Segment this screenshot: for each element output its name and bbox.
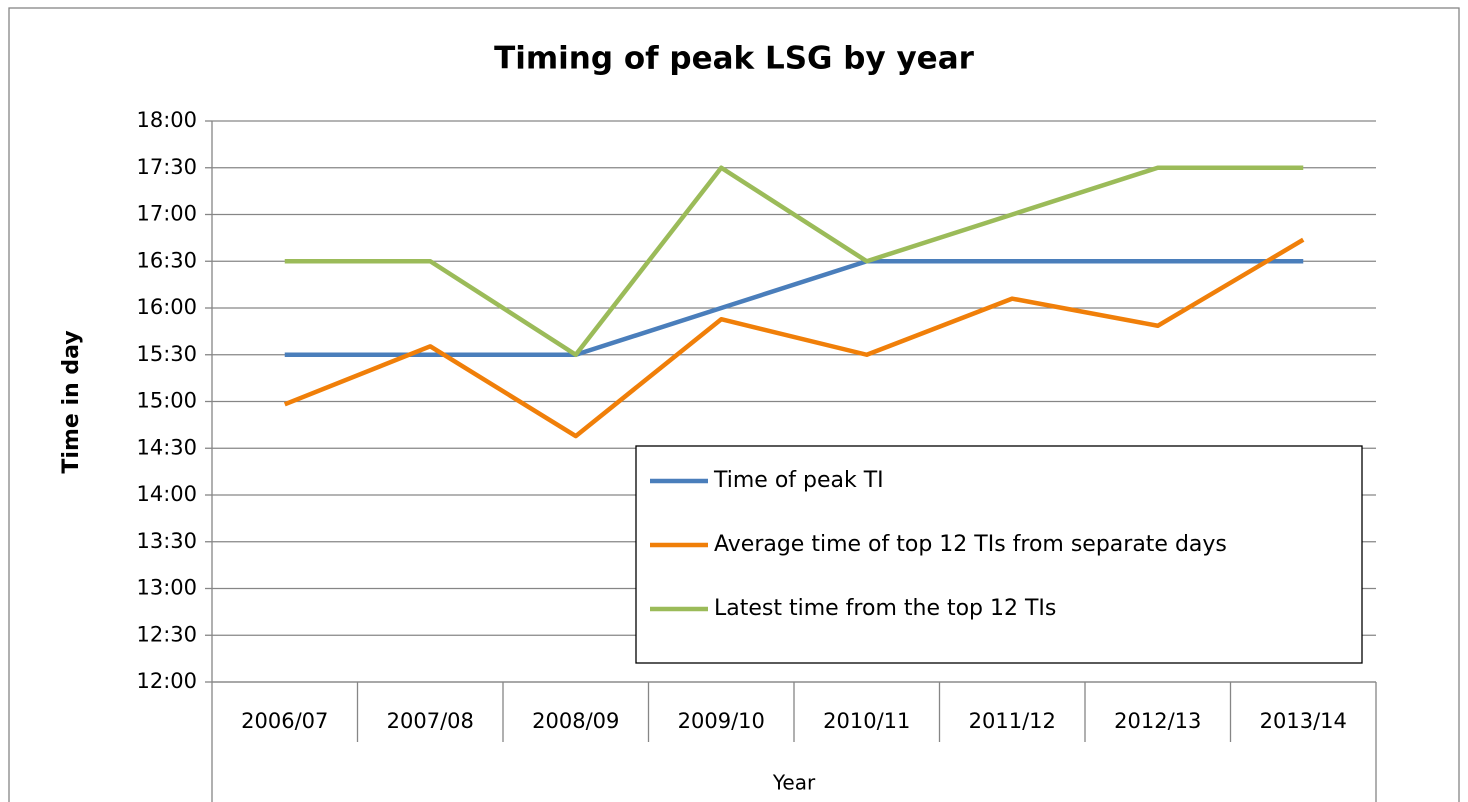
x-tick-label: 2011/12 <box>969 709 1056 733</box>
y-tick-label: 16:00 <box>136 295 197 319</box>
legend-label: Latest time from the top 12 TIs <box>714 596 1056 621</box>
series-line <box>283 237 1305 439</box>
y-tick-label: 14:00 <box>136 482 197 506</box>
chart-title: Timing of peak LSG by year <box>494 41 975 77</box>
y-tick-label: 15:00 <box>136 389 197 413</box>
y-tick-label: 13:30 <box>136 529 197 553</box>
x-tick-label: 2007/08 <box>387 709 474 733</box>
y-tick-label: 18:00 <box>136 108 197 132</box>
x-tick-label: 2006/07 <box>241 709 328 733</box>
y-tick-label: 17:00 <box>136 202 197 226</box>
y-tick-label: 14:30 <box>136 435 197 459</box>
y-tick-label: 12:00 <box>136 669 197 693</box>
legend: Time of peak TI Average time of top 12 TI… <box>635 445 1363 664</box>
y-axis-label: Time in day <box>59 330 84 473</box>
x-tick-label: 2009/10 <box>678 709 765 733</box>
x-tick-label: 2008/09 <box>532 709 619 733</box>
y-tick-label: 16:30 <box>136 248 197 272</box>
series-line <box>284 165 1304 357</box>
y-tick-label: 12:30 <box>136 622 197 646</box>
x-tick-label: 2012/13 <box>1114 709 1201 733</box>
x-axis-label: Year <box>772 771 816 795</box>
x-tick-label: 2013/14 <box>1260 709 1347 733</box>
legend-box <box>635 445 1363 664</box>
legend-label: Average time of top 12 TIs from separate… <box>714 532 1227 557</box>
series-line <box>284 259 1304 357</box>
y-tick-label: 13:00 <box>136 576 197 600</box>
chart-frame <box>8 7 1460 802</box>
x-tick-label: 2010/11 <box>823 709 910 733</box>
y-tick-label: 17:30 <box>136 155 197 179</box>
legend-label: Time of peak TI <box>713 468 884 493</box>
y-tick-label: 15:30 <box>136 342 197 366</box>
